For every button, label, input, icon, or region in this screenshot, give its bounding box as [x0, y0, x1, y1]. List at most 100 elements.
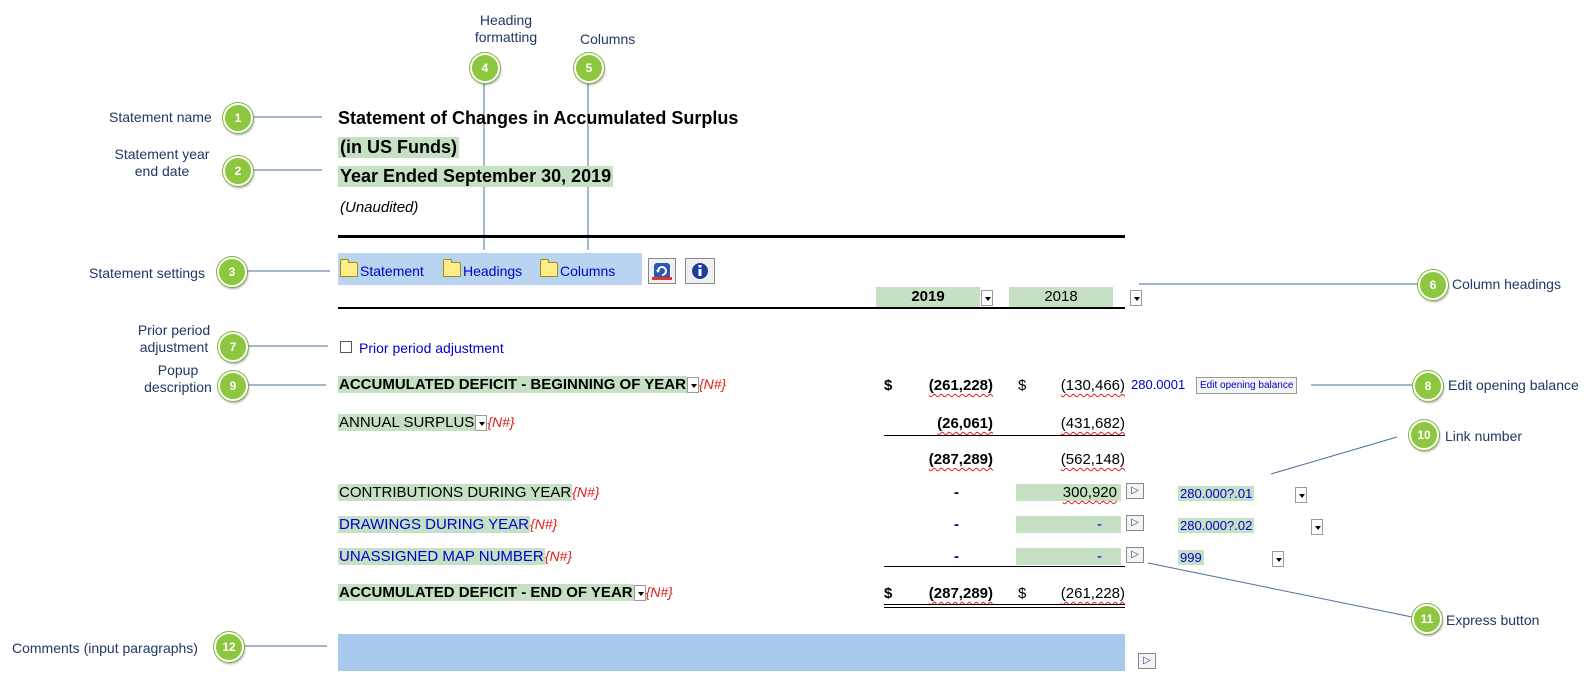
- callout-label-link-number: Link number: [1445, 428, 1523, 444]
- row-opening-link[interactable]: 280.0001: [1131, 377, 1186, 392]
- comments-input[interactable]: [338, 634, 1125, 671]
- row-opening-dropdown[interactable]: [686, 377, 699, 394]
- headings-settings-button[interactable]: Headings: [443, 259, 523, 281]
- row-closing-currency-1: $: [884, 585, 893, 602]
- row-contributions-value-1: -: [954, 484, 959, 501]
- columns-settings-label: Columns: [560, 263, 616, 279]
- express-button[interactable]: ▷: [1126, 547, 1144, 563]
- prior-period-label[interactable]: Prior period adjustment: [359, 340, 504, 356]
- total-rule: [884, 566, 1125, 567]
- row-drawings-link-dropdown[interactable]: [1311, 518, 1324, 535]
- row-subtotal-value-1: (287,289): [928, 451, 993, 468]
- columns-settings-button[interactable]: Columns: [540, 259, 616, 281]
- callout-label-comments: Comments (input paragraphs): [12, 640, 198, 656]
- callout-badge-6: 6: [1418, 270, 1448, 300]
- subtotal-rule: [884, 435, 1125, 436]
- row-surplus-label[interactable]: ANNUAL SURPLUS: [338, 414, 476, 431]
- row-drawings-label[interactable]: DRAWINGS DURING YEAR: [338, 516, 531, 533]
- row-opening: ACCUMULATED DEFICIT - BEGINNING OF YEAR {…: [338, 376, 727, 394]
- mouse-icon: ▷: [1143, 655, 1151, 666]
- callout-label-statement-settings: Statement settings: [89, 265, 205, 281]
- column-heading-1[interactable]: 2019: [876, 287, 980, 307]
- statement-period[interactable]: Year Ended September 30, 2019: [338, 166, 614, 187]
- row-surplus-value-1: (26,061): [937, 415, 993, 432]
- statement-status: (Unaudited): [340, 199, 419, 216]
- prior-period-checkbox[interactable]: [340, 341, 352, 353]
- info-button[interactable]: [685, 258, 715, 284]
- row-contributions-link[interactable]: 280.000?.01: [1178, 486, 1255, 501]
- double-rule-bottom: [884, 607, 1125, 608]
- row-unassigned-label[interactable]: UNASSIGNED MAP NUMBER: [338, 548, 545, 565]
- column-heading-2-label: 2018: [1044, 288, 1078, 305]
- row-drawings-value-1: -: [954, 516, 959, 533]
- row-drawings: DRAWINGS DURING YEAR{N#}: [338, 516, 557, 533]
- row-closing-dropdown[interactable]: [633, 585, 646, 602]
- column-heading-1-dropdown[interactable]: [981, 289, 993, 306]
- express-button[interactable]: ▷: [1126, 483, 1144, 499]
- refresh-button[interactable]: [648, 258, 676, 284]
- callout-label-columns: Columns: [580, 31, 636, 47]
- callout-badge-8: 8: [1413, 371, 1443, 401]
- statement-settings-button[interactable]: Statement: [340, 259, 424, 281]
- row-opening-currency-2: $: [1018, 377, 1027, 394]
- row-contributions: CONTRIBUTIONS DURING YEAR{N#}: [338, 484, 600, 501]
- statement-settings-label: Statement: [360, 263, 424, 279]
- callout-badge-5: 5: [574, 53, 604, 83]
- row-surplus-tag: {N#}: [487, 414, 515, 430]
- folder-icon: [340, 259, 358, 277]
- folder-icon: [443, 259, 461, 277]
- row-unassigned-tag: {N#}: [544, 548, 573, 564]
- row-opening-currency-1: $: [884, 377, 893, 394]
- row-opening-tag: {N#}: [698, 376, 727, 392]
- row-contributions-value-2[interactable]: 300,920: [1016, 484, 1121, 501]
- express-button[interactable]: ▷: [1126, 515, 1144, 531]
- comments-express-button[interactable]: ▷: [1138, 653, 1156, 669]
- statement-currency[interactable]: (in US Funds): [338, 137, 459, 158]
- row-closing: ACCUMULATED DEFICIT - END OF YEAR {N#}: [338, 584, 673, 602]
- callout-badge-2: 2: [223, 156, 253, 186]
- row-contributions-link-dropdown[interactable]: [1294, 486, 1307, 503]
- refresh-icon: [652, 263, 672, 280]
- column-heading-2-dropdown[interactable]: [1130, 289, 1143, 306]
- row-drawings-value-2[interactable]: -: [1016, 516, 1121, 533]
- callout-badge-7: 7: [218, 332, 248, 362]
- mouse-icon: ▷: [1131, 549, 1139, 560]
- row-unassigned-link-dropdown[interactable]: [1271, 550, 1284, 567]
- row-contributions-label[interactable]: CONTRIBUTIONS DURING YEAR: [338, 484, 573, 501]
- column-heading-1-label: 2019: [911, 288, 945, 305]
- callout-label-prior-period: Prior period adjustment: [137, 322, 211, 355]
- callout-badge-1: 1: [223, 103, 253, 133]
- info-icon: [692, 263, 708, 279]
- callout-badge-9: 9: [218, 371, 248, 401]
- row-unassigned-value-2[interactable]: -: [1016, 548, 1121, 565]
- row-unassigned-link[interactable]: 999: [1178, 550, 1204, 565]
- heading-divider: [338, 235, 1125, 238]
- row-closing-tag: {N#}: [645, 584, 673, 600]
- callout-badge-4: 4: [470, 53, 500, 83]
- row-unassigned: UNASSIGNED MAP NUMBER{N#}: [338, 548, 572, 565]
- row-subtotal-value-2: (562,148): [1060, 451, 1125, 468]
- column-heading-2[interactable]: 2018: [1009, 287, 1113, 307]
- row-surplus-value-2: (431,682): [1060, 415, 1125, 432]
- statement-title[interactable]: Statement of Changes in Accumulated Surp…: [338, 108, 739, 128]
- callout-badge-3: 3: [217, 257, 247, 287]
- row-opening-value-2: (130,466): [1060, 377, 1125, 394]
- row-unassigned-value-1: -: [954, 548, 959, 565]
- row-closing-value-1: (287,289): [928, 585, 993, 602]
- callout-badge-11: 11: [1412, 604, 1442, 634]
- callout-label-edit-opening: Edit opening balance: [1448, 377, 1579, 393]
- row-surplus-dropdown[interactable]: [475, 415, 488, 432]
- row-closing-label[interactable]: ACCUMULATED DEFICIT - END OF YEAR: [338, 584, 634, 601]
- row-closing-currency-2: $: [1018, 585, 1027, 602]
- callout-label-column-headings: Column headings: [1452, 276, 1561, 292]
- headings-settings-label: Headings: [463, 263, 523, 279]
- row-drawings-tag: {N#}: [530, 516, 558, 532]
- row-contributions-tag: {N#}: [572, 484, 600, 500]
- edit-opening-balance-button[interactable]: Edit opening balance: [1196, 377, 1298, 394]
- row-opening-value-1: (261,228): [928, 377, 993, 394]
- row-surplus: ANNUAL SURPLUS {N#}: [338, 414, 515, 432]
- callout-label-year-end: Statement year end date: [114, 146, 210, 179]
- row-opening-label[interactable]: ACCUMULATED DEFICIT - BEGINNING OF YEAR: [338, 376, 687, 393]
- row-drawings-link[interactable]: 280.000?.02: [1178, 518, 1255, 533]
